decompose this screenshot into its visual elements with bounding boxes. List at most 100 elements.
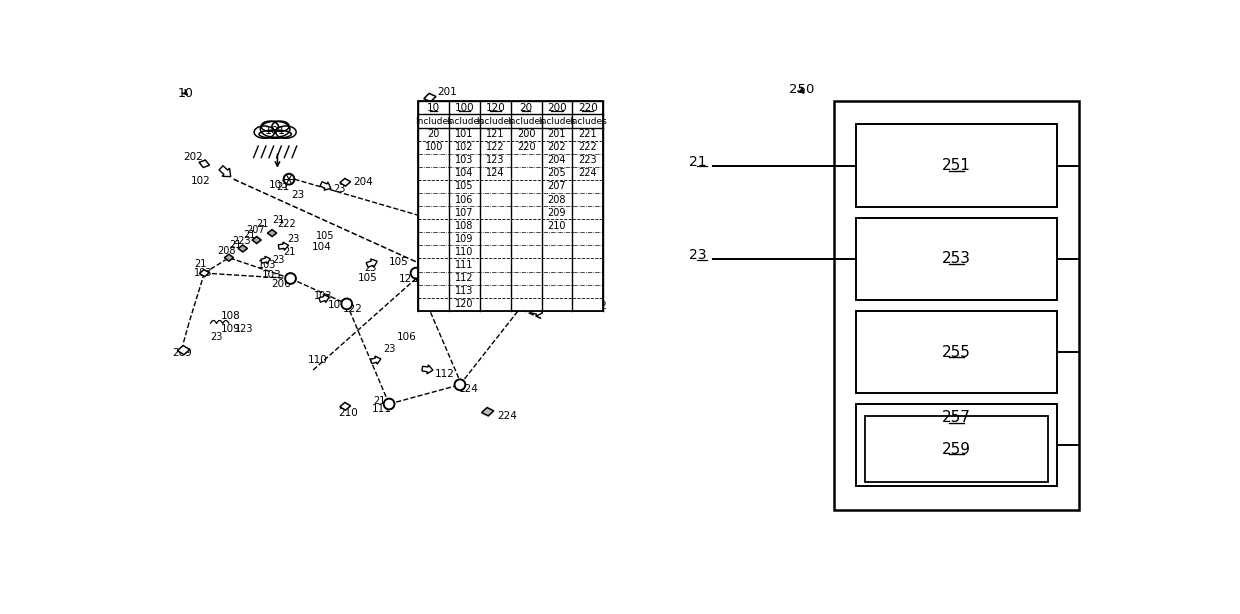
Text: 123: 123 <box>236 324 254 335</box>
Text: 20: 20 <box>520 103 533 113</box>
Polygon shape <box>340 403 351 410</box>
Text: 202: 202 <box>548 142 567 152</box>
Text: Includes: Includes <box>538 117 575 125</box>
Text: 23: 23 <box>383 344 396 354</box>
Text: 124: 124 <box>486 168 505 179</box>
Text: 257: 257 <box>942 410 971 426</box>
Text: 206: 206 <box>272 279 291 289</box>
Polygon shape <box>278 242 289 251</box>
Text: 112: 112 <box>435 369 455 379</box>
Text: Includes: Includes <box>569 117 606 125</box>
Polygon shape <box>200 270 210 276</box>
Text: 224: 224 <box>578 168 598 179</box>
Text: 111: 111 <box>372 405 392 414</box>
Polygon shape <box>224 254 233 261</box>
Text: 213: 213 <box>536 260 556 270</box>
Text: 23: 23 <box>291 190 305 200</box>
Text: 105: 105 <box>389 257 409 266</box>
Circle shape <box>383 398 394 410</box>
Text: 202: 202 <box>182 152 202 162</box>
Text: 112: 112 <box>455 273 474 283</box>
Text: 210: 210 <box>339 408 358 418</box>
Text: 107: 107 <box>327 300 347 309</box>
Text: 103: 103 <box>262 271 281 281</box>
Text: 207: 207 <box>548 182 567 192</box>
Text: 124: 124 <box>459 384 479 394</box>
Text: 100: 100 <box>455 103 475 113</box>
Polygon shape <box>424 93 436 102</box>
Text: 209: 209 <box>172 348 192 357</box>
Text: 208: 208 <box>217 246 236 256</box>
Text: 107: 107 <box>455 208 474 218</box>
Circle shape <box>455 379 465 390</box>
Text: 250: 250 <box>790 83 815 96</box>
Circle shape <box>410 268 422 279</box>
Text: 121: 121 <box>398 274 418 284</box>
Text: Includes: Includes <box>476 117 515 125</box>
Text: 23: 23 <box>365 263 377 273</box>
Text: 21: 21 <box>277 182 289 192</box>
Circle shape <box>341 298 352 309</box>
Polygon shape <box>268 230 277 236</box>
Text: 104: 104 <box>455 168 474 179</box>
Polygon shape <box>491 287 502 297</box>
Text: 110: 110 <box>309 356 329 365</box>
Bar <box>856 311 1058 393</box>
Circle shape <box>285 273 296 284</box>
Text: 20: 20 <box>428 129 440 139</box>
Text: 21: 21 <box>688 155 707 169</box>
Text: 103: 103 <box>195 268 213 278</box>
Text: 23: 23 <box>689 248 707 262</box>
Text: 102: 102 <box>455 142 474 152</box>
Ellipse shape <box>262 121 278 131</box>
Text: 104: 104 <box>312 242 332 252</box>
Ellipse shape <box>254 126 274 138</box>
Text: 204: 204 <box>548 155 567 165</box>
Text: Includes: Includes <box>415 117 453 125</box>
Text: 255: 255 <box>942 344 971 360</box>
Text: 105: 105 <box>316 231 335 241</box>
Text: 113: 113 <box>455 286 474 296</box>
Polygon shape <box>537 250 549 258</box>
Text: 120: 120 <box>455 299 474 309</box>
Text: 21: 21 <box>373 396 386 406</box>
Text: 221: 221 <box>578 129 598 139</box>
Text: Includes: Includes <box>507 117 546 125</box>
Text: 21: 21 <box>284 247 296 257</box>
Ellipse shape <box>260 121 290 138</box>
Text: 101: 101 <box>264 126 285 136</box>
Polygon shape <box>252 236 262 244</box>
Text: 113: 113 <box>508 292 528 302</box>
Bar <box>856 218 1058 300</box>
Text: 103: 103 <box>455 155 474 165</box>
Text: 200: 200 <box>517 129 536 139</box>
Text: 23: 23 <box>211 332 223 342</box>
Ellipse shape <box>259 130 291 138</box>
Text: ~21: ~21 <box>436 130 458 141</box>
Ellipse shape <box>275 126 296 138</box>
Text: 102: 102 <box>191 176 211 185</box>
Text: 108: 108 <box>455 221 474 231</box>
Text: 223: 223 <box>578 155 598 165</box>
Text: 109: 109 <box>455 234 474 244</box>
Text: 121: 121 <box>486 129 505 139</box>
Ellipse shape <box>272 121 289 131</box>
Text: 103: 103 <box>258 260 277 270</box>
Text: 103: 103 <box>268 181 288 190</box>
Polygon shape <box>587 295 600 305</box>
Polygon shape <box>219 166 231 177</box>
Polygon shape <box>481 408 494 416</box>
Text: 108: 108 <box>221 311 241 321</box>
Bar <box>856 125 1058 207</box>
Text: 222: 222 <box>278 219 296 229</box>
Text: 120: 120 <box>486 103 505 113</box>
Text: 21: 21 <box>477 268 490 278</box>
Polygon shape <box>451 266 463 275</box>
Text: 209: 209 <box>548 208 567 218</box>
Polygon shape <box>340 179 351 186</box>
Text: 220: 220 <box>517 142 536 152</box>
Text: 122: 122 <box>343 303 363 314</box>
Text: 10: 10 <box>177 87 193 99</box>
Text: 212: 212 <box>587 301 606 311</box>
Bar <box>835 101 1079 510</box>
